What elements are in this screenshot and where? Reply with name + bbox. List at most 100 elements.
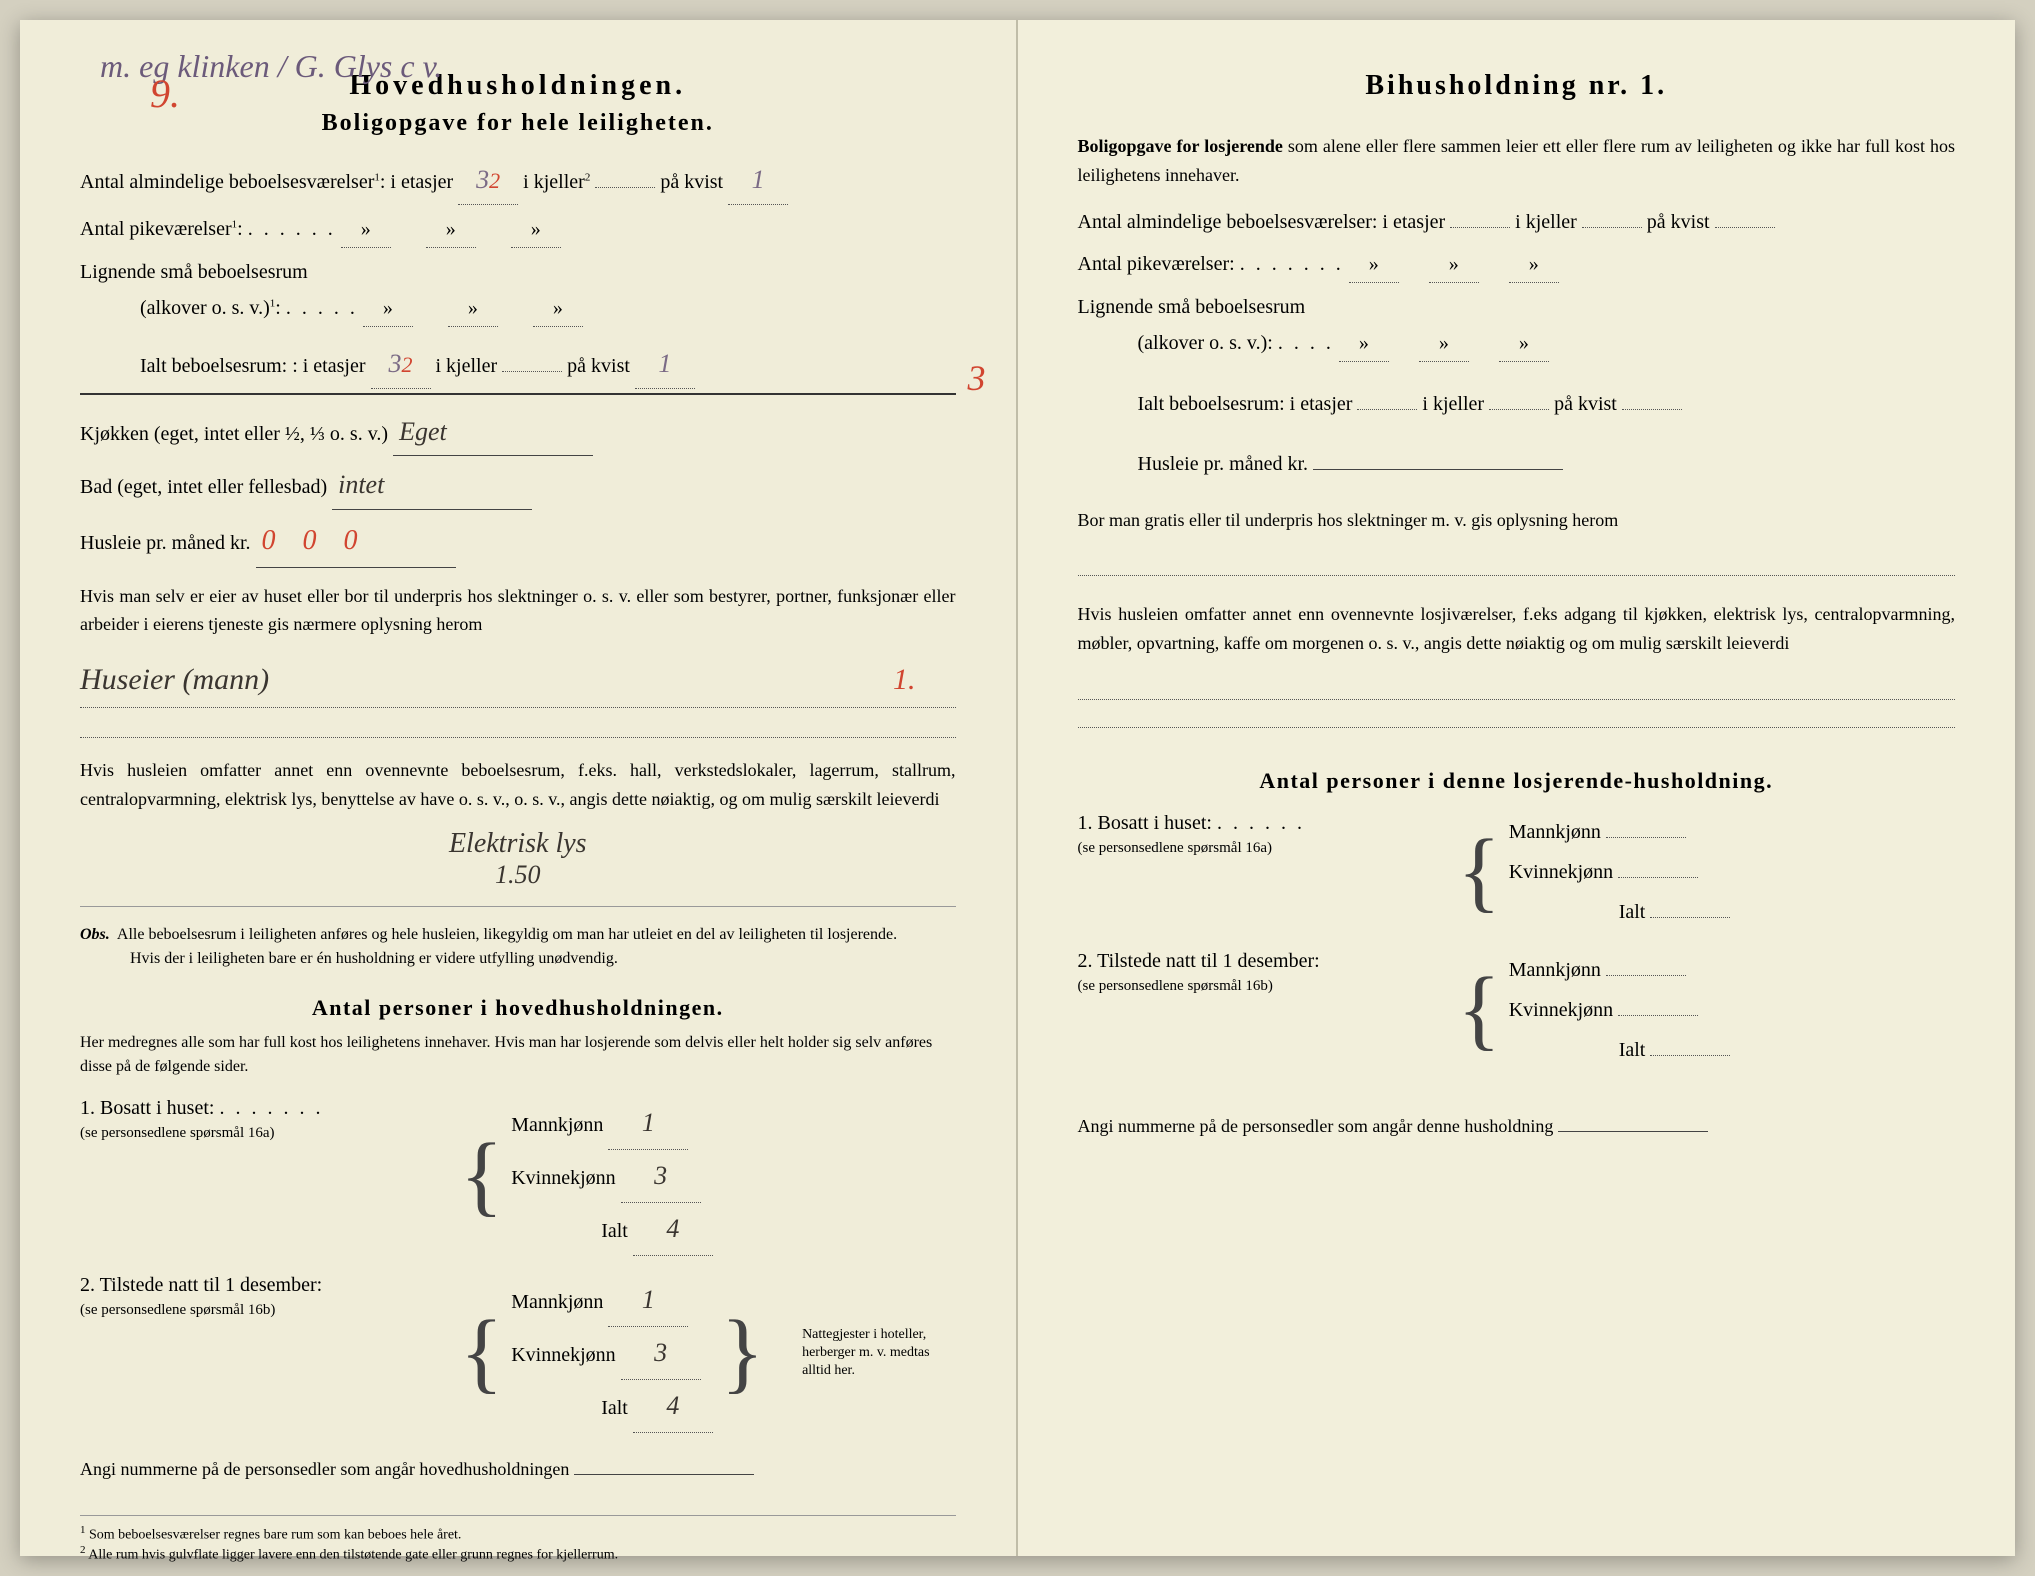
tilstede-i-field[interactable]: 4 [633,1380,713,1433]
bosatt-label-block: 1. Bosatt i huset: . . . . . . . (se per… [80,1097,460,1143]
kvist-field[interactable]: 1 [728,157,788,205]
r-bosatt-row: 1. Bosatt i huset: . . . . . . (se perso… [1078,812,1956,932]
r-omfatter-text: Hvis husleien omfatter annet enn ovennev… [1078,600,1956,658]
bad-field[interactable]: intet [332,462,532,510]
r-bosatt-m-field[interactable] [1606,837,1686,838]
r-tilstede-m-field[interactable] [1606,975,1686,976]
pike-etasjer[interactable]: » [341,211,391,248]
r-kvist-field[interactable] [1715,227,1775,228]
bosatt-values: Mannkjønn 1 Kvinnekjønn 3 Ialt 4 [511,1097,713,1256]
r-tilstede-i-field[interactable] [1650,1055,1730,1056]
bosatt-k-field[interactable]: 3 [621,1150,701,1203]
brace-icon: { [1458,834,1501,911]
r-angi-line: Angi nummerne på de personsedler som ang… [1078,1110,1956,1142]
section-2-title: Antal personer i hovedhusholdningen. [80,995,956,1021]
tilstede-k-field[interactable]: 3 [621,1327,701,1380]
right-intro: Boligopgave for losjerende Boligopgave f… [1078,132,1956,190]
owner-text: Hvis man selv er eier av huset eller bor… [80,582,956,640]
husleie-line: Husleie pr. måned kr. 0 0 0 [80,516,956,567]
alkover-label: (alkover o. s. v.) [80,297,270,319]
r-rooms-label: Antal almindelige beboelsesværelser: i e… [1078,211,1446,233]
r-bosatt-values: Mannkjønn Kvinnekjønn Ialt [1509,812,1731,932]
bosatt-brace-group: { Mannkjønn 1 Kvinnekjønn 3 Ialt 4 [460,1097,713,1256]
r-section-title: Antal personer i denne losjerende-hushol… [1078,768,1956,794]
brace-close-icon: } [721,1315,764,1392]
pike-label: Antal pikeværelser [80,218,232,240]
right-title: Bihusholdning nr. 1. [1078,70,1956,102]
left-page: m. eg klinken / G. Glys c v. 9. Hovedhus… [20,20,1018,1556]
r-omfatter-field-2[interactable] [1078,700,1956,728]
husleie-field[interactable]: 0 0 0 [256,516,456,567]
obs-label: Obs. [80,926,110,943]
ialt-kvist-field[interactable]: 1 [635,341,695,389]
obs-text-2: Hvis der i leiligheten bare er én hushol… [80,947,618,971]
brace-icon: { [460,1315,503,1392]
r-husleie-field[interactable] [1313,469,1563,470]
ialt-etasjer-field[interactable]: 32 [371,341,431,389]
bosatt-row: 1. Bosatt i huset: . . . . . . . (se per… [80,1097,956,1256]
sup-2: 2 [585,171,591,183]
bosatt-m-field[interactable]: 1 [608,1097,688,1150]
kjeller-label: i kjeller [523,171,585,193]
r-rooms-line: Antal almindelige beboelsesværelser: i e… [1078,204,1956,240]
r-tilstede-k-field[interactable] [1618,1015,1698,1016]
bad-label: Bad (eget, intet eller fellesbad) [80,476,327,498]
footnotes: 1 Som beboelsesværelser regnes bare rum … [80,1515,956,1563]
right-page: Bihusholdning nr. 1. Boligopgave for los… [1018,20,2016,1556]
section-2-intro: Her medregnes alle som har full kost hos… [80,1031,956,1079]
r-omfatter-field-1[interactable] [1078,672,1956,700]
r-etasjer-field[interactable] [1450,227,1510,228]
r-tilstede-label: 2. Tilstede natt til 1 desember: [1078,950,1320,972]
r-ialt-kvist[interactable] [1622,409,1682,410]
r-bosatt-label-block: 1. Bosatt i huset: . . . . . . (se perso… [1078,812,1458,858]
elek-field[interactable]: Elektrisk lys 1.50 [80,828,956,890]
pike-kvist[interactable]: » [511,211,561,248]
census-form-document: m. eg klinken / G. Glys c v. 9. Hovedhus… [20,20,2015,1556]
owner-val: Huseier (mann) [80,663,269,696]
r-bosatt-i-field[interactable] [1650,917,1730,918]
r-tilstede-brace-group: { Mannkjønn Kvinnekjønn Ialt [1458,950,1731,1070]
r-tilstede-row: 2. Tilstede natt til 1 desember: (se per… [1078,950,1956,1070]
tilstede-label-block: 2. Tilstede natt til 1 desember: (se per… [80,1274,460,1320]
ialt-label: Ialt beboelsesrum: [140,355,287,377]
lignende-label: Lignende små beboelsesrum [80,261,308,283]
r-ialt-etasjer[interactable] [1357,409,1417,410]
r-bosatt-k-field[interactable] [1618,877,1698,878]
r-ialt-kjeller[interactable] [1489,409,1549,410]
nattegj-note: Nattegjester i hoteller, herberger m. v.… [802,1326,952,1381]
tilstede-brace-group: { Mannkjønn 1 Kvinnekjønn 3 Ialt 4 } Nat… [460,1274,952,1433]
owner-field-line-2[interactable] [80,714,956,738]
kjokken-field[interactable]: Eget [393,409,593,457]
r-ialt-line: Ialt beboelsesrum: i etasjer i kjeller p… [1078,386,1956,422]
r-lignende-line: Lignende små beboelsesrum (alkover o. s.… [1078,289,1956,362]
r-bosatt-label: 1. Bosatt i huset: [1078,812,1212,834]
rooms-line: Antal almindelige beboelsesværelser1: i … [80,157,956,205]
r-gratis-text: Bor man gratis eller til underpris hos s… [1078,506,1956,535]
kjokken-label: Kjøkken (eget, intet eller ½, ⅓ o. s. v.… [80,423,388,445]
obs-text-1: Alle beboelsesrum i leiligheten anføres … [117,926,897,943]
ialt-kjeller-field[interactable] [502,371,562,372]
r-angi-label: Angi nummerne på de personsedler som ang… [1078,1116,1554,1136]
r-tilstede-label-block: 2. Tilstede natt til 1 desember: (se per… [1078,950,1458,996]
footnote-1: Som beboelsesværelser regnes bare rum so… [89,1528,461,1543]
owner-field-line[interactable]: Huseier (mann) 1. [80,653,956,708]
r-tilstede-values: Mannkjønn Kvinnekjønn Ialt [1509,950,1731,1070]
etasjer-field[interactable]: 32 [458,157,518,205]
r-pike-line: Antal pikeværelser: . . . . . . . » » » [1078,246,1956,283]
kjeller-field[interactable] [595,187,655,188]
angi-field[interactable] [574,1474,754,1475]
r-ialt-label: Ialt beboelsesrum: i etasjer [1138,393,1353,415]
r-bosatt-brace-group: { Mannkjønn Kvinnekjønn Ialt [1458,812,1731,932]
pike-kjeller[interactable]: » [426,211,476,248]
obs-block: Obs. Alle beboelsesrum i leiligheten anf… [80,923,956,971]
etasjer-val: 3 [476,165,489,194]
pike-line: Antal pikeværelser1: . . . . . . » » » [80,211,956,248]
bosatt-i-field[interactable]: 4 [633,1203,713,1256]
r-kjeller-field[interactable] [1582,227,1642,228]
tilstede-m-field[interactable]: 1 [608,1274,688,1327]
r-angi-field[interactable] [1558,1131,1708,1132]
r-gratis-field[interactable] [1078,548,1956,576]
kvist-label: på kvist [660,171,723,193]
red-number-9: 9. [150,70,180,117]
ialt-line: Ialt beboelsesrum: : i etasjer 32 i kjel… [80,341,956,395]
